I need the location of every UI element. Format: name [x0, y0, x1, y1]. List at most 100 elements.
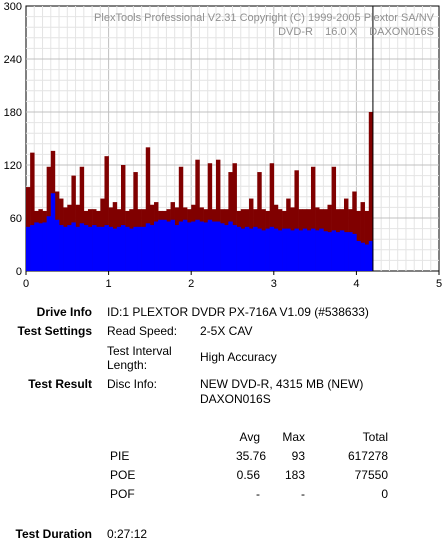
pif-bar [96, 226, 101, 271]
pif-bar [129, 228, 134, 271]
pif-bar [149, 225, 155, 271]
pif-bar [310, 228, 316, 271]
stats-row-name: POF [110, 487, 135, 501]
pif-bar [228, 221, 233, 271]
pie-bar [207, 163, 213, 271]
pie-bar [269, 163, 275, 271]
pif-bar [261, 230, 266, 271]
read-speed-label: Read Speed: [107, 324, 178, 338]
chart-header-line-1: PlexTools Professional V2.31 Copyright (… [94, 12, 435, 24]
x-tick-label: 1 [106, 278, 112, 290]
pif-bar [306, 230, 312, 271]
pif-bar [339, 230, 345, 271]
pif-bar [87, 226, 93, 271]
stats-header-max: Max [282, 430, 305, 444]
pif-bar [67, 225, 72, 271]
stats-row-avg: - [256, 487, 260, 501]
pif-bar [133, 226, 138, 271]
pie-bar [145, 147, 151, 271]
disc-info-label: Disc Info: [107, 377, 158, 391]
pif-bar [323, 231, 328, 271]
pif-bar [104, 225, 109, 271]
pif-bar [195, 219, 200, 271]
pif-bar [236, 226, 242, 271]
stats-row-name: PIE [110, 449, 130, 463]
pif-bar [170, 219, 175, 271]
read-speed-value: 2-5X CAV [200, 324, 253, 338]
test-duration-label: Test Duration [15, 527, 92, 541]
stats-row-max: 93 [291, 449, 305, 463]
pie-bar [352, 191, 357, 271]
pif-bar [344, 232, 349, 271]
pie-bar [294, 170, 299, 271]
pif-bar [319, 228, 324, 271]
pie-bar [178, 166, 184, 271]
y-tick-label: 240 [4, 54, 22, 66]
pif-bar [38, 223, 43, 271]
pif-bar [30, 225, 35, 271]
x-tick-label: 2 [188, 278, 194, 290]
y-tick-label: 120 [4, 160, 22, 172]
pif-bar [141, 226, 147, 271]
pif-bar [368, 240, 374, 271]
pie-bar [331, 166, 337, 271]
y-tick-label: 60 [10, 213, 22, 225]
pif-bar [154, 221, 159, 271]
chart-header-line-2: DVD-R 16.0 X DAXON016S [278, 26, 434, 38]
drive-info-label: Drive Info [36, 305, 92, 319]
y-tick-label: 300 [4, 1, 22, 13]
pif-bar [26, 226, 31, 271]
pif-bar [187, 222, 192, 271]
test-result-label: Test Result [28, 377, 92, 391]
pif-bar [34, 222, 39, 271]
x-tick-label: 3 [271, 278, 277, 290]
pif-bar [360, 242, 365, 271]
pif-bar [125, 226, 130, 271]
pif-bar [356, 240, 361, 271]
pif-bar [54, 219, 60, 271]
pif-bar [232, 225, 237, 271]
pif-bar [75, 226, 80, 271]
stats-row-total: 617278 [347, 449, 388, 463]
pif-bar [79, 223, 85, 271]
pif-bar [302, 228, 308, 271]
pie-bar [120, 165, 126, 271]
test-interval-label-1: Test Interval [107, 344, 172, 358]
stats-row-max: 183 [284, 468, 305, 482]
pie-bar [79, 166, 85, 271]
pif-bar [240, 228, 246, 271]
pie-bar [310, 166, 316, 271]
pif-bar [335, 232, 341, 271]
pif-bar [298, 230, 304, 271]
pif-bar [59, 225, 64, 271]
test-settings-label: Test Settings [17, 324, 92, 338]
stats-row-avg: 0.56 [236, 468, 260, 482]
test-interval-value: High Accuracy [200, 350, 277, 364]
pif-bar [145, 223, 151, 271]
pie-bar [257, 172, 262, 271]
pie-bar [133, 172, 138, 271]
stats-row-total: 77550 [354, 468, 388, 482]
pif-bar [249, 228, 254, 271]
pie-bar [364, 210, 370, 271]
pif-bar [215, 221, 221, 271]
stats-row-total: 0 [381, 487, 388, 501]
x-tick-label: 0 [23, 278, 29, 290]
pif-bar [203, 222, 209, 271]
x-tick-label: 4 [353, 278, 359, 290]
pie-bar [232, 163, 237, 271]
pif-bar [63, 226, 68, 271]
pif-bar [108, 226, 114, 271]
pif-bar [244, 226, 250, 271]
pif-bar [327, 232, 332, 271]
pif-bar [100, 226, 105, 271]
scan-chart: 0 1 2 3 4 5 0 60 120 180 240 300 PlexTools Professi… [4, 1, 442, 290]
disc-info-value-2: DAXON016S [200, 392, 271, 406]
pif-bar [42, 222, 47, 271]
pif-bar [178, 221, 184, 271]
pif-bar [282, 228, 287, 271]
pif-bar [273, 228, 279, 271]
pie-bar [30, 152, 35, 271]
pif-bar [331, 230, 337, 271]
pif-bar [191, 221, 196, 271]
